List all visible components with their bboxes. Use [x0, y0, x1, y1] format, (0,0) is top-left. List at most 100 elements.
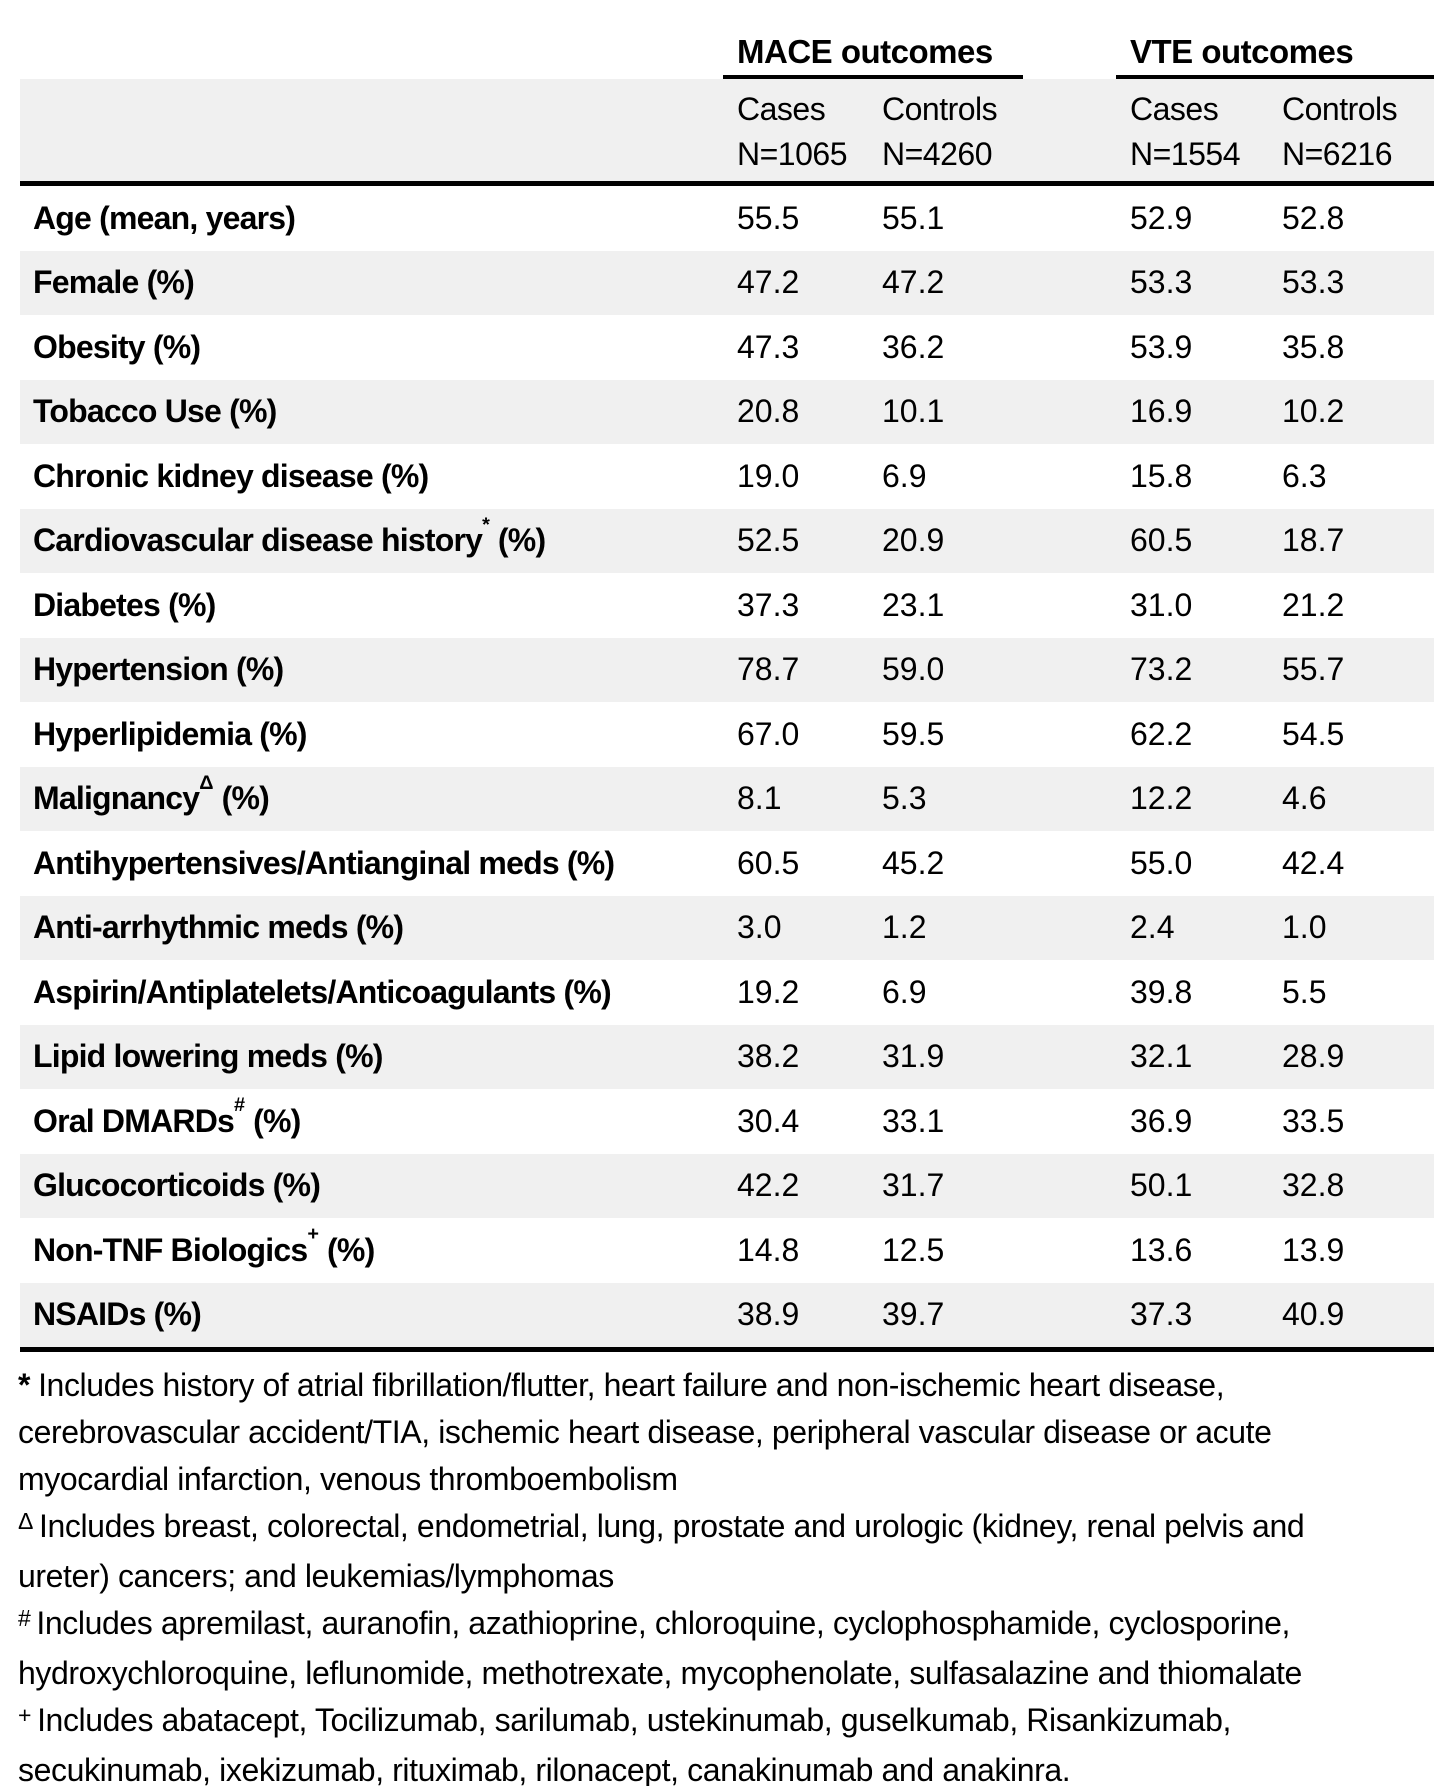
value-cell: 31.7	[882, 1167, 945, 1204]
footnote-marker: #	[18, 1604, 31, 1631]
footnote-line: * Includes history of atrial fibrillation…	[18, 1367, 1225, 1403]
value-cell: 47.2	[882, 264, 945, 301]
table-row: Lipid lowering meds (%) 38.2 31.9 32.1 2…	[20, 1024, 1434, 1089]
col-header-label: Controls	[1282, 91, 1398, 127]
value-cell: 62.2	[1130, 715, 1193, 752]
row-label: Antihypertensives/Antianginal meds (%)	[33, 844, 615, 881]
value-cell: 37.3	[737, 586, 800, 623]
table-row: Diabetes (%) 37.3 23.1 31.0 21.2	[20, 573, 1434, 638]
table-row: NSAIDs (%) 38.9 39.7 37.3 40.9	[20, 1282, 1434, 1347]
footnote-line: cerebrovascular accident/TIA, ischemic h…	[18, 1414, 1272, 1450]
row-label: Age (mean, years)	[33, 199, 296, 236]
col-header-label: Cases	[1130, 91, 1219, 127]
value-cell: 6.3	[1282, 457, 1327, 494]
value-cell: 18.7	[1282, 522, 1345, 559]
table-row: Age (mean, years) 55.5 55.1 52.9 52.8	[20, 186, 1434, 251]
row-label: Hypertension (%)	[33, 651, 284, 688]
value-cell: 20.8	[737, 393, 800, 430]
value-cell: 28.9	[1282, 1038, 1345, 1075]
table-row: Cardiovascular disease history* (%) 52.5…	[20, 508, 1434, 573]
footnote-line: # Includes apremilast, auranofin, azathio…	[18, 1604, 1291, 1641]
table-row: Tobacco Use (%) 20.8 10.1 16.9 10.2	[20, 379, 1434, 444]
value-cell: 3.0	[737, 909, 782, 946]
row-label: MalignancyΔ (%)	[33, 771, 270, 817]
table-row: Anti-arrhythmic meds (%) 3.0 1.2 2.4 1.0	[20, 895, 1434, 960]
value-cell: 67.0	[737, 715, 800, 752]
value-cell: 5.5	[1282, 973, 1327, 1010]
value-cell: 6.9	[882, 457, 927, 494]
footnote-line: + Includes abatacept, Tocilizumab, sarilu…	[18, 1701, 1231, 1738]
footnote-line: ureter) cancers; and leukemias/lymphomas	[18, 1558, 614, 1594]
value-cell: 12.5	[882, 1231, 945, 1268]
value-cell: 10.1	[882, 393, 945, 430]
value-cell: 60.5	[1130, 522, 1193, 559]
col-header-mace-controls: Controls N=4260	[868, 79, 1116, 181]
value-cell: 15.8	[1130, 457, 1193, 494]
value-cell: 14.8	[737, 1231, 800, 1268]
footnotes: * Includes history of atrial fibrillation…	[18, 1362, 1434, 1786]
value-cell: 8.1	[737, 780, 782, 817]
table-row: Female (%) 47.2 47.2 53.3 53.3	[20, 250, 1434, 315]
value-cell: 32.1	[1130, 1038, 1193, 1075]
value-cell: 39.7	[882, 1296, 945, 1333]
group-mace-label: MACE outcomes	[723, 31, 1023, 79]
value-cell: 35.8	[1282, 328, 1345, 365]
table-row: Chronic kidney disease (%) 19.0 6.9 15.8…	[20, 444, 1434, 509]
value-cell: 2.4	[1130, 909, 1175, 946]
row-label: Diabetes (%)	[33, 586, 216, 623]
value-cell: 30.4	[737, 1102, 800, 1139]
value-cell: 53.3	[1130, 264, 1193, 301]
footnote: # Includes apremilast, auranofin, azathio…	[18, 1600, 1434, 1697]
value-cell: 36.2	[882, 328, 945, 365]
group-vte-label: VTE outcomes	[1116, 31, 1434, 79]
value-cell: 5.3	[882, 780, 927, 817]
value-cell: 38.9	[737, 1296, 800, 1333]
value-cell: 19.2	[737, 973, 800, 1010]
value-cell: 47.2	[737, 264, 800, 301]
footnote-line: secukinumab, ixekizumab, rituximab, rilo…	[18, 1752, 1071, 1786]
value-cell: 1.2	[882, 909, 927, 946]
value-cell: 55.1	[882, 199, 945, 236]
value-cell: 40.9	[1282, 1296, 1345, 1333]
row-label: Tobacco Use (%)	[33, 393, 277, 430]
col-header-label: Controls	[882, 91, 998, 127]
footnote-line: Δ Includes breast, colorectal, endometria…	[18, 1507, 1305, 1544]
value-cell: 31.9	[882, 1038, 945, 1075]
value-cell: 38.2	[737, 1038, 800, 1075]
value-cell: 4.6	[1282, 780, 1327, 817]
table-row: Antihypertensives/Antianginal meds (%) 6…	[20, 831, 1434, 896]
row-label: Chronic kidney disease (%)	[33, 457, 429, 494]
group-mace: MACE outcomes	[723, 31, 1116, 79]
value-cell: 13.6	[1130, 1231, 1193, 1268]
group-header-row: MACE outcomes VTE outcomes	[20, 0, 1434, 79]
value-cell: 1.0	[1282, 909, 1327, 946]
value-cell: 55.7	[1282, 651, 1345, 688]
value-cell: 52.5	[737, 522, 800, 559]
table-row: MalignancyΔ (%) 8.1 5.3 12.2 4.6	[20, 766, 1434, 831]
value-cell: 13.9	[1282, 1231, 1345, 1268]
col-header-n: N=1065	[737, 136, 847, 172]
footnote-line: hydroxychloroquine, leflunomide, methotr…	[18, 1655, 1302, 1691]
table-row: Obesity (%) 47.3 36.2 53.9 35.8	[20, 315, 1434, 380]
value-cell: 55.5	[737, 199, 800, 236]
value-cell: 52.9	[1130, 199, 1193, 236]
value-cell: 10.2	[1282, 393, 1345, 430]
row-label: Obesity (%)	[33, 328, 201, 365]
row-label: Non-TNF Biologics+ (%)	[33, 1223, 375, 1268]
col-header-n: N=4260	[882, 136, 992, 172]
table-row: Aspirin/Antiplatelets/Anticoagulants (%)…	[20, 960, 1434, 1025]
value-cell: 53.3	[1282, 264, 1345, 301]
value-cell: 23.1	[882, 586, 945, 623]
row-label: Aspirin/Antiplatelets/Anticoagulants (%)	[33, 973, 612, 1010]
col-header-n: N=1554	[1130, 136, 1240, 172]
value-cell: 33.1	[882, 1102, 945, 1139]
row-label: Female (%)	[33, 264, 195, 301]
footnote: + Includes abatacept, Tocilizumab, sarilu…	[18, 1697, 1434, 1786]
table-row: Oral DMARDs# (%) 30.4 33.1 36.9 33.5	[20, 1089, 1434, 1154]
value-cell: 16.9	[1130, 393, 1193, 430]
row-label: Lipid lowering meds (%)	[33, 1038, 383, 1075]
footnote-marker: *	[18, 1367, 31, 1403]
subheader-row: Cases N=1065 Controls N=4260 Cases N=155…	[20, 79, 1434, 186]
value-cell: 59.5	[882, 715, 945, 752]
footnote-marker: Δ	[18, 1507, 33, 1534]
